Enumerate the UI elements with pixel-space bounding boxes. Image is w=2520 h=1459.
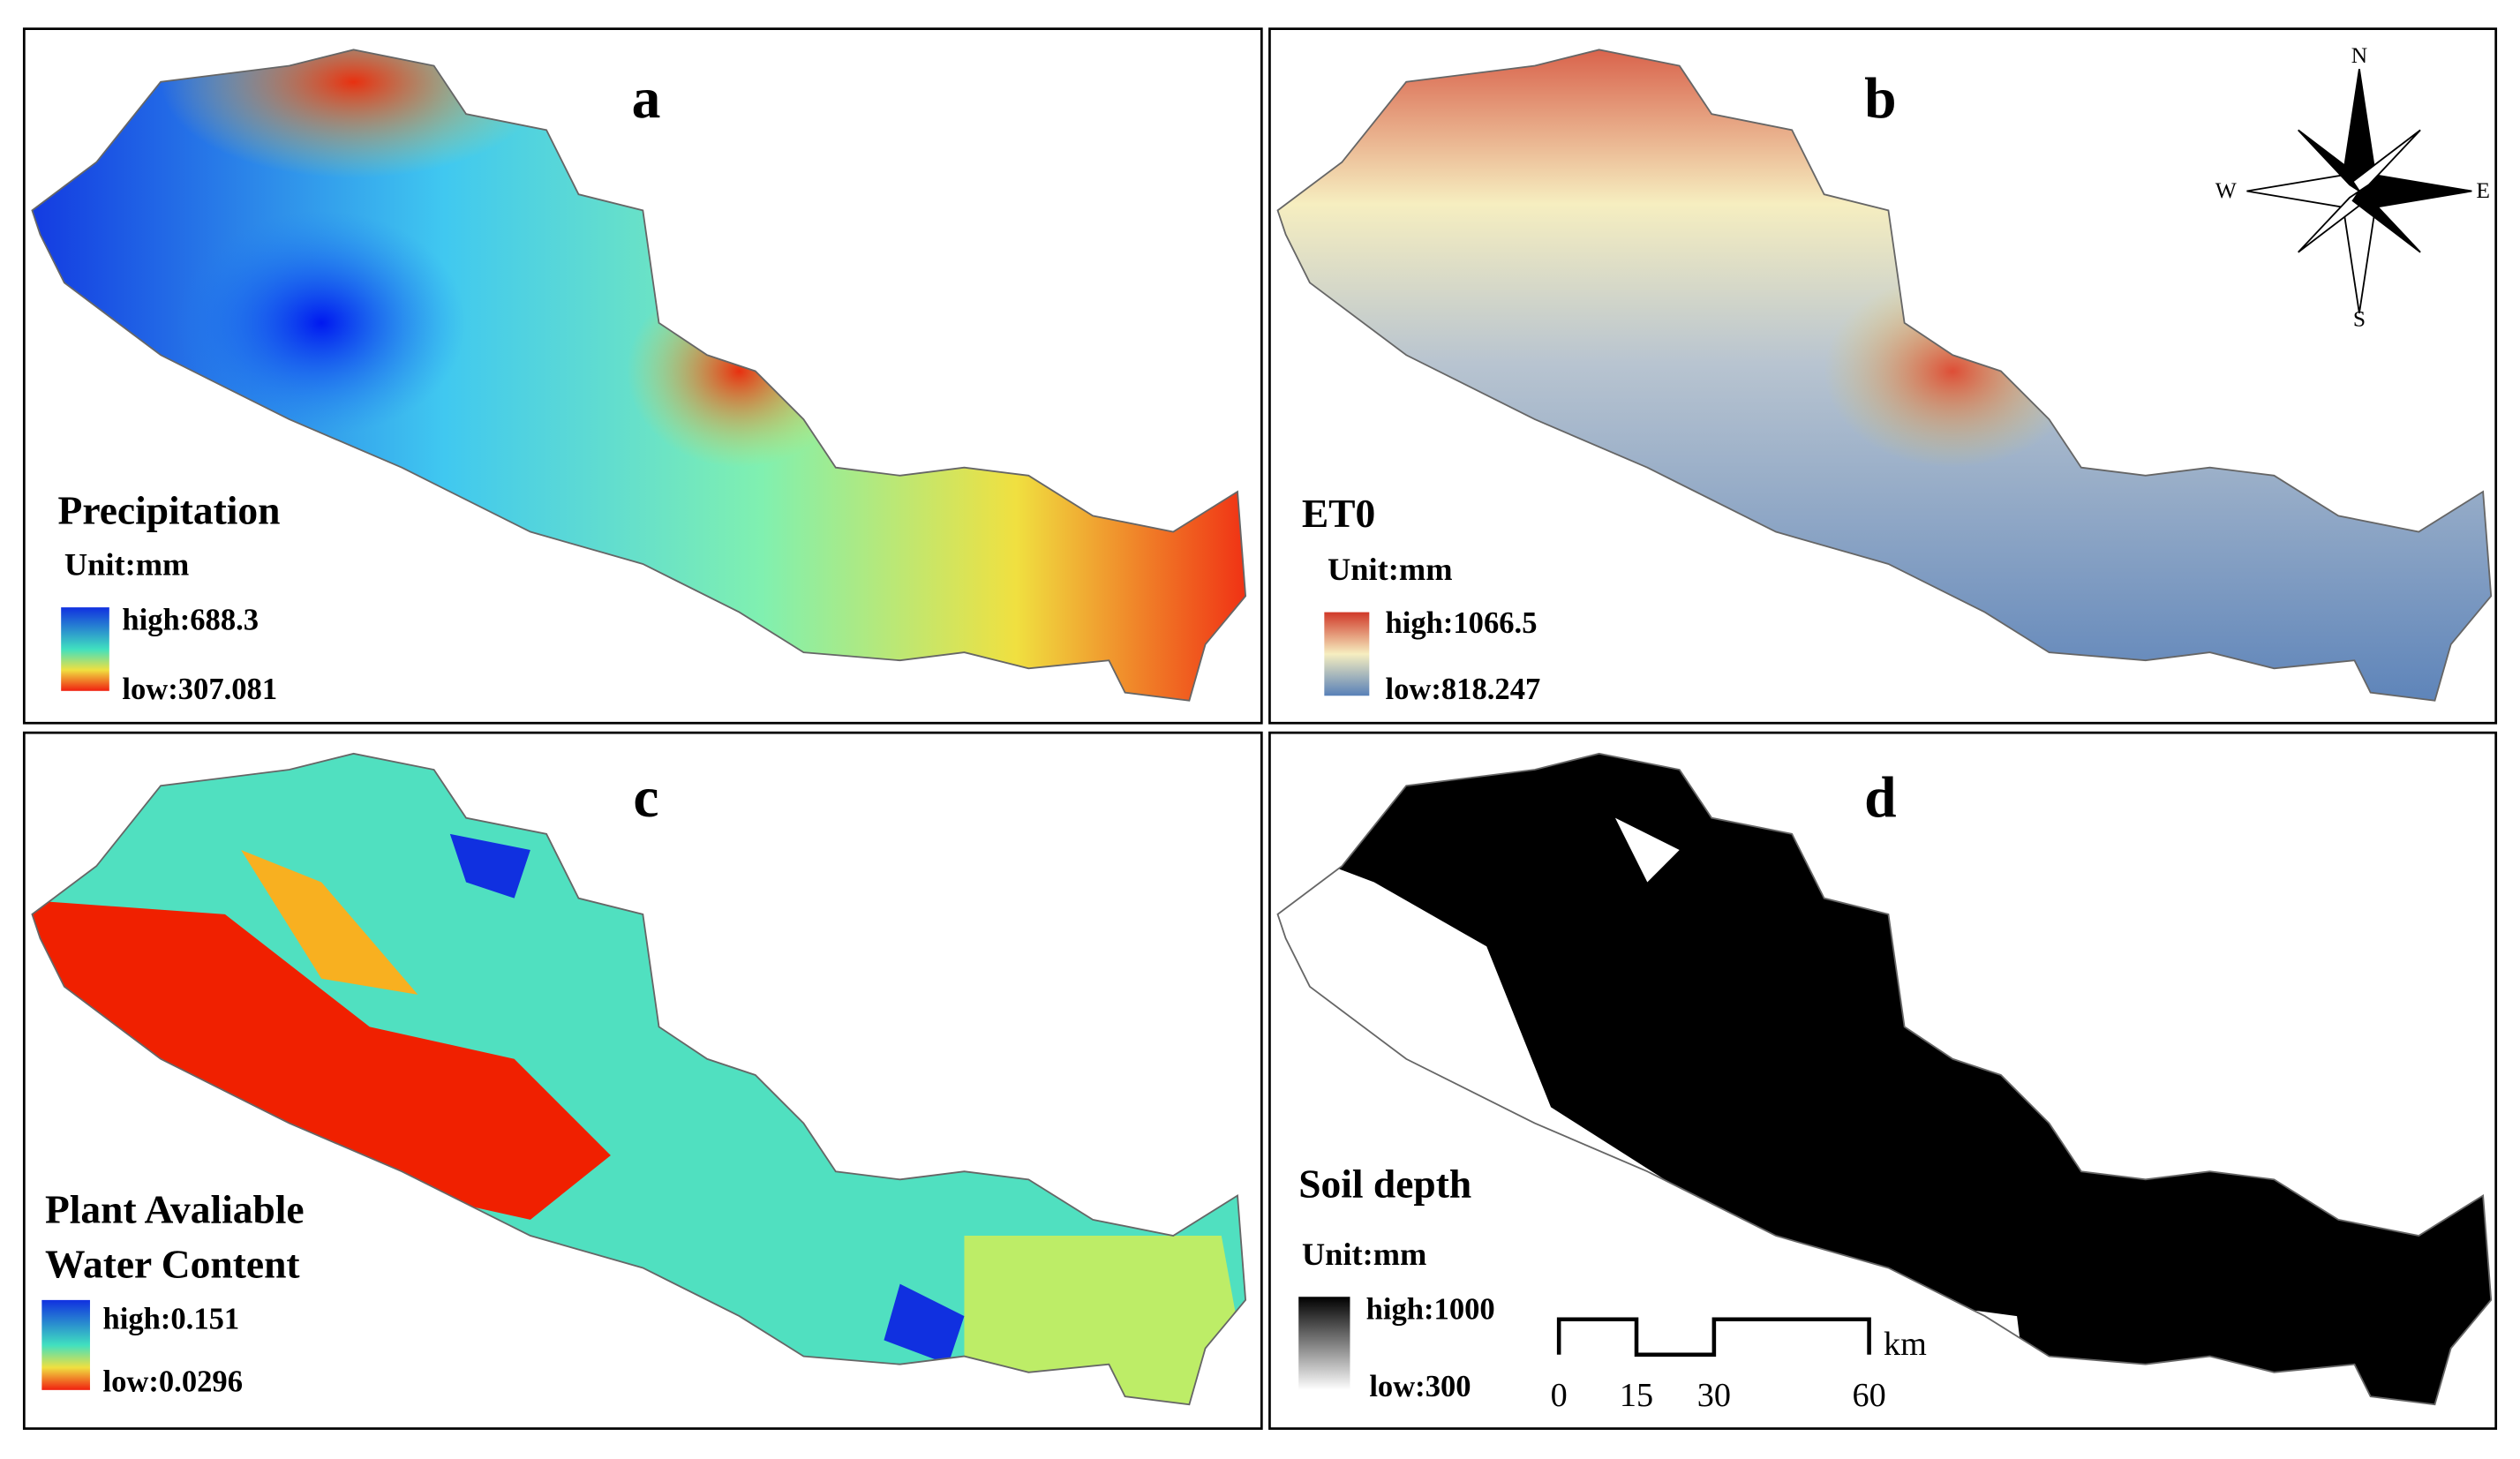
scale-label: 30 [1697, 1377, 1731, 1414]
legend-high: high:1000 [1366, 1293, 1495, 1327]
legend-title: ET0 [1302, 491, 1375, 536]
legend-unit: Unit:mm [1328, 552, 1453, 587]
panel-letter: c [633, 766, 658, 830]
scale-line [1556, 1317, 1871, 1357]
compass-label: W [2215, 177, 2237, 203]
panel-frame [22, 27, 1263, 725]
panel-letter: a [632, 67, 661, 131]
panel-letter: b [1864, 67, 1896, 131]
legend-ramp [1324, 612, 1370, 696]
legend-ramp [41, 1299, 90, 1390]
panel-frame [1268, 27, 2498, 725]
panel-frame [1268, 731, 2498, 1430]
legend-title: Soil depth [1298, 1161, 1471, 1206]
legend-low: low:300 [1369, 1370, 1471, 1403]
scale-bar: km 0 15 30 60 [1551, 1317, 1927, 1414]
legend-title: Water Content [45, 1241, 300, 1286]
scale-unit: km [1884, 1326, 1927, 1363]
legend-unit: Unit:mm [1302, 1237, 1427, 1272]
compass-label: S [2353, 305, 2366, 331]
legend-unit: Unit:mm [64, 547, 190, 583]
scale-label: 15 [1620, 1377, 1653, 1414]
legend-low: low:818.247 [1386, 673, 1541, 706]
legend-ramp [1298, 1297, 1350, 1390]
panel-frame [22, 731, 1263, 1430]
scale-label: 0 [1551, 1377, 1568, 1414]
legend-low: low:0.0296 [103, 1365, 243, 1399]
compass: N S W E [2215, 42, 2490, 332]
compass-label: N [2351, 42, 2367, 68]
legend-high: high:688.3 [122, 604, 259, 637]
legend-high: high:1066.5 [1386, 606, 1538, 640]
legend-title: Precipitation [58, 487, 281, 532]
scale-label: 60 [1852, 1377, 1885, 1414]
legend-ramp [61, 607, 109, 691]
legend-title: Plant Avaliable [45, 1186, 305, 1231]
legend-low: low:307.081 [122, 673, 277, 706]
compass-label: E [2476, 177, 2490, 203]
panel-letter: d [1864, 766, 1896, 830]
legend-high: high:0.151 [103, 1303, 240, 1336]
